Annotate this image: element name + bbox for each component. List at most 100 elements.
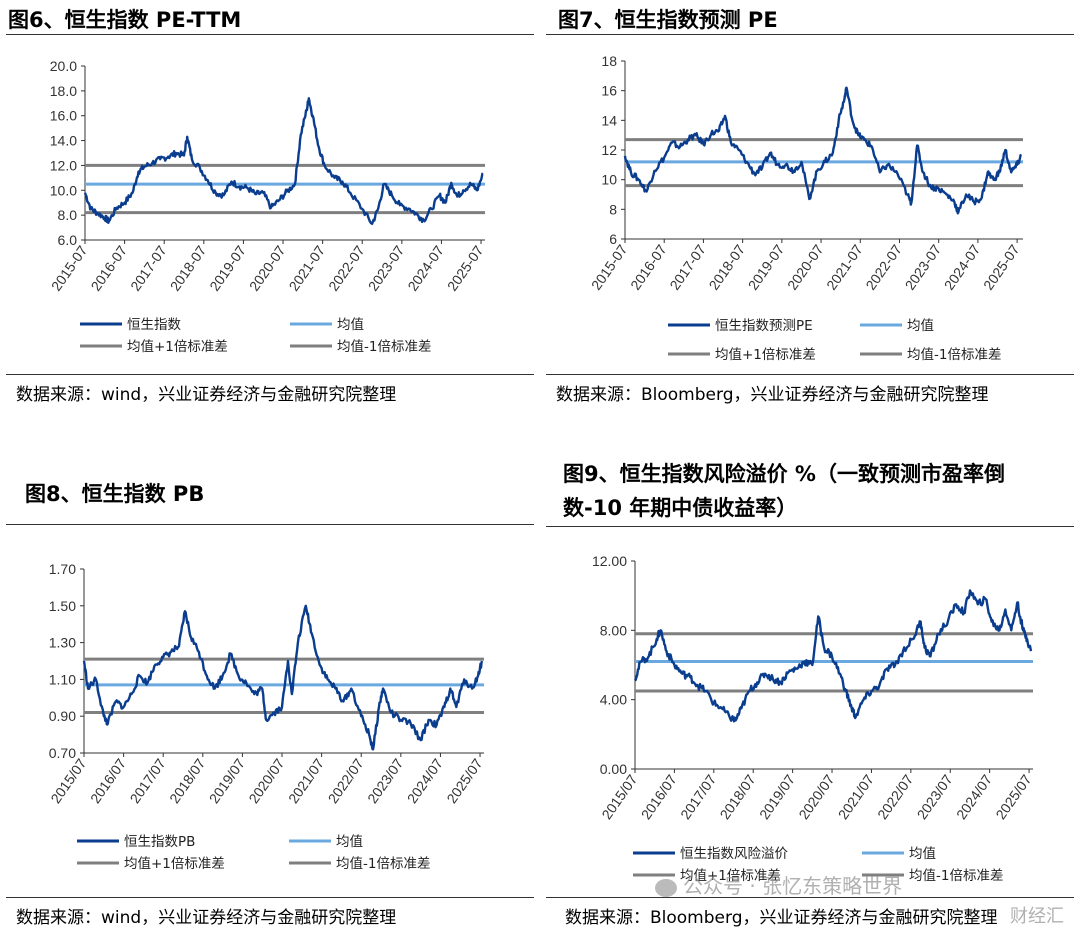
y-tick-label: 0.00 xyxy=(600,761,627,777)
y-tick-label: 4.00 xyxy=(600,692,627,708)
legend-label: 均值 xyxy=(337,317,364,333)
legend-label: 恒生指数 xyxy=(127,317,181,333)
x-tick-label: 2016/07 xyxy=(638,771,680,822)
x-tick-label: 2025-07 xyxy=(444,242,487,293)
y-tick-label: 10.0 xyxy=(50,182,77,198)
x-tick-label: 2024/07 xyxy=(953,771,995,822)
legend-label: 均值-1倍标准差 xyxy=(337,339,431,355)
y-tick-label: 6.0 xyxy=(58,232,78,248)
watermark: 公众号 · 张忆东策略世界 xyxy=(655,870,902,899)
x-tick-label: 2021/07 xyxy=(835,771,877,822)
x-tick-label: 2015/07 xyxy=(47,755,89,806)
y-tick-label: 6 xyxy=(609,231,617,247)
legend-label: 均值 xyxy=(336,834,363,850)
x-tick-label: 2025/07 xyxy=(992,771,1034,822)
chart8-source-rule xyxy=(6,897,534,898)
x-tick-label: 2015-07 xyxy=(588,241,631,292)
chart6-source-rule xyxy=(6,374,534,375)
legend-label: 均值-1倍标准差 xyxy=(909,868,1003,884)
legend-label: 均值-1倍标准差 xyxy=(336,856,430,872)
legend-label: 均值-1倍标准差 xyxy=(907,347,1001,363)
legend-label: 恒生指数风险溢价 xyxy=(680,846,788,862)
x-tick-label: 2024-07 xyxy=(404,242,447,293)
x-tick-label: 2020-07 xyxy=(784,241,827,292)
x-tick-label: 2017-07 xyxy=(127,242,170,293)
x-tick-label: 2024/07 xyxy=(404,755,446,806)
x-tick-label: 2023/07 xyxy=(914,771,956,822)
x-tick-label: 2017/07 xyxy=(677,771,719,822)
x-tick-label: 2016-07 xyxy=(627,241,670,292)
x-tick-label: 2019/07 xyxy=(756,771,798,822)
chart7-title: 图7、恒生指数预测 PE xyxy=(558,8,778,32)
x-tick-label: 2016-07 xyxy=(87,242,130,293)
legend-label: 均值+1倍标准差 xyxy=(124,856,225,872)
y-tick-label: 18 xyxy=(601,53,617,69)
y-tick-label: 0.70 xyxy=(49,745,76,761)
x-tick-label: 2017/07 xyxy=(127,755,169,806)
chart9-source-rule xyxy=(546,897,1074,898)
legend-label: 均值 xyxy=(907,318,934,334)
index-series-line xyxy=(633,589,1033,723)
y-tick-label: 14 xyxy=(601,112,617,128)
x-tick-label: 2016/07 xyxy=(87,755,129,806)
x-tick-label: 2018-07 xyxy=(167,242,210,293)
chart8-source: 数据来源：wind，兴业证券经济与金融研究院整理 xyxy=(16,908,397,928)
x-tick-label: 2023/07 xyxy=(364,755,406,806)
chart9-title-line1: 图9、恒生指数风险溢价 %（一致预测市盈率倒 xyxy=(563,462,1005,486)
x-tick-label: 2018-07 xyxy=(706,241,749,292)
y-tick-label: 1.50 xyxy=(49,598,76,614)
chart7-title-rule xyxy=(546,34,1074,35)
chart8-group: 1.701.501.301.100.900.702015/072016/0720… xyxy=(47,561,485,872)
y-tick-label: 0.90 xyxy=(49,708,76,724)
y-tick-label: 8 xyxy=(609,201,617,217)
legend-label: 均值+1倍标准差 xyxy=(715,347,816,363)
y-tick-label: 20.0 xyxy=(50,58,77,74)
y-tick-label: 16.0 xyxy=(50,108,77,124)
chart9-group: 12.008.004.000.002015/072016/072017/0720… xyxy=(592,553,1035,884)
y-tick-label: 8.00 xyxy=(600,622,627,638)
x-tick-label: 2017-07 xyxy=(666,241,709,292)
x-tick-label: 2015/07 xyxy=(598,771,640,822)
index-series-line xyxy=(82,604,484,751)
x-tick-label: 2020/07 xyxy=(795,771,837,822)
watermark-2: 财经汇 xyxy=(1010,906,1064,927)
x-tick-label: 2025/07 xyxy=(443,755,485,806)
chart9-source: 数据来源：Bloomberg，兴业证券经济与金融研究院整理 xyxy=(565,908,998,928)
x-tick-label: 2022/07 xyxy=(325,755,367,806)
x-tick-label: 2020-07 xyxy=(246,242,289,293)
legend-label: 均值+1倍标准差 xyxy=(680,868,781,884)
chart6-title: 图6、恒生指数 PE-TTM xyxy=(8,8,242,32)
chart6-group: 20.018.016.014.012.010.08.06.02015-07201… xyxy=(48,58,487,355)
index-series-line xyxy=(623,86,1022,215)
legend-label: 恒生指数预测PE xyxy=(715,318,813,334)
y-tick-label: 14.0 xyxy=(50,133,77,149)
chart9-title-rule xyxy=(546,526,1074,527)
x-tick-label: 2021-07 xyxy=(285,242,328,293)
y-tick-label: 1.70 xyxy=(49,561,76,577)
chart7-source: 数据来源：Bloomberg，兴业证券经济与金融研究院整理 xyxy=(556,385,989,405)
chart6-source: 数据来源：wind，兴业证券经济与金融研究院整理 xyxy=(16,385,397,405)
wechat-icon xyxy=(655,878,677,897)
x-tick-label: 2022-07 xyxy=(862,241,905,292)
y-tick-label: 12.00 xyxy=(592,553,627,569)
x-tick-label: 2023-07 xyxy=(365,242,408,293)
x-tick-label: 2015-07 xyxy=(48,242,91,293)
x-tick-label: 2018/07 xyxy=(166,755,208,806)
x-tick-label: 2020/07 xyxy=(245,755,287,806)
x-tick-label: 2019-07 xyxy=(206,242,249,293)
x-tick-label: 2023-07 xyxy=(902,241,945,292)
x-tick-label: 2022/07 xyxy=(874,771,916,822)
x-tick-label: 2022-07 xyxy=(325,242,368,293)
x-tick-label: 2019-07 xyxy=(745,241,788,292)
x-tick-label: 2018/07 xyxy=(717,771,759,822)
y-tick-label: 8.0 xyxy=(58,207,78,223)
chart7-source-rule xyxy=(546,374,1074,375)
chart8-title-rule xyxy=(6,524,534,525)
y-tick-label: 1.10 xyxy=(49,671,76,687)
chart7-group: 18 16 14 12 10 8 62015-072016-072017-072018-07… xyxy=(588,53,1023,363)
y-tick-label: 1.30 xyxy=(49,635,76,651)
x-tick-label: 2019/07 xyxy=(206,755,248,806)
x-tick-label: 2021/07 xyxy=(285,755,327,806)
watermark-text: 公众号 · 张忆东策略世界 xyxy=(683,874,903,898)
